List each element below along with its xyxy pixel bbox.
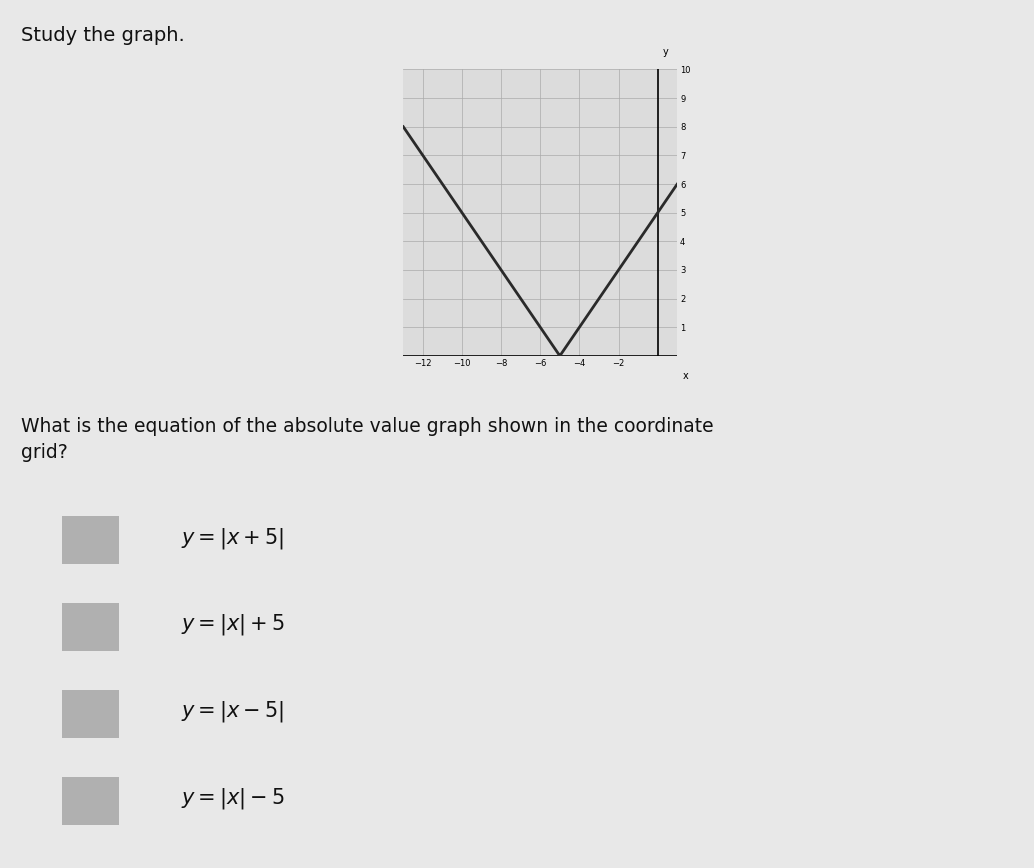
Text: y: y bbox=[663, 47, 668, 57]
Text: $y=|x-5|$: $y=|x-5|$ bbox=[181, 700, 284, 724]
Text: Study the graph.: Study the graph. bbox=[21, 26, 184, 45]
Text: $y=|x+5|$: $y=|x+5|$ bbox=[181, 526, 284, 550]
FancyBboxPatch shape bbox=[58, 687, 123, 741]
Text: $y=|x|+5$: $y=|x|+5$ bbox=[181, 613, 284, 637]
Text: x: x bbox=[682, 371, 688, 381]
FancyBboxPatch shape bbox=[58, 773, 123, 828]
FancyBboxPatch shape bbox=[58, 513, 123, 568]
Text: What is the equation of the absolute value graph shown in the coordinate
grid?: What is the equation of the absolute val… bbox=[21, 417, 713, 462]
Text: $y=|x|-5$: $y=|x|-5$ bbox=[181, 786, 284, 811]
FancyBboxPatch shape bbox=[58, 600, 123, 654]
